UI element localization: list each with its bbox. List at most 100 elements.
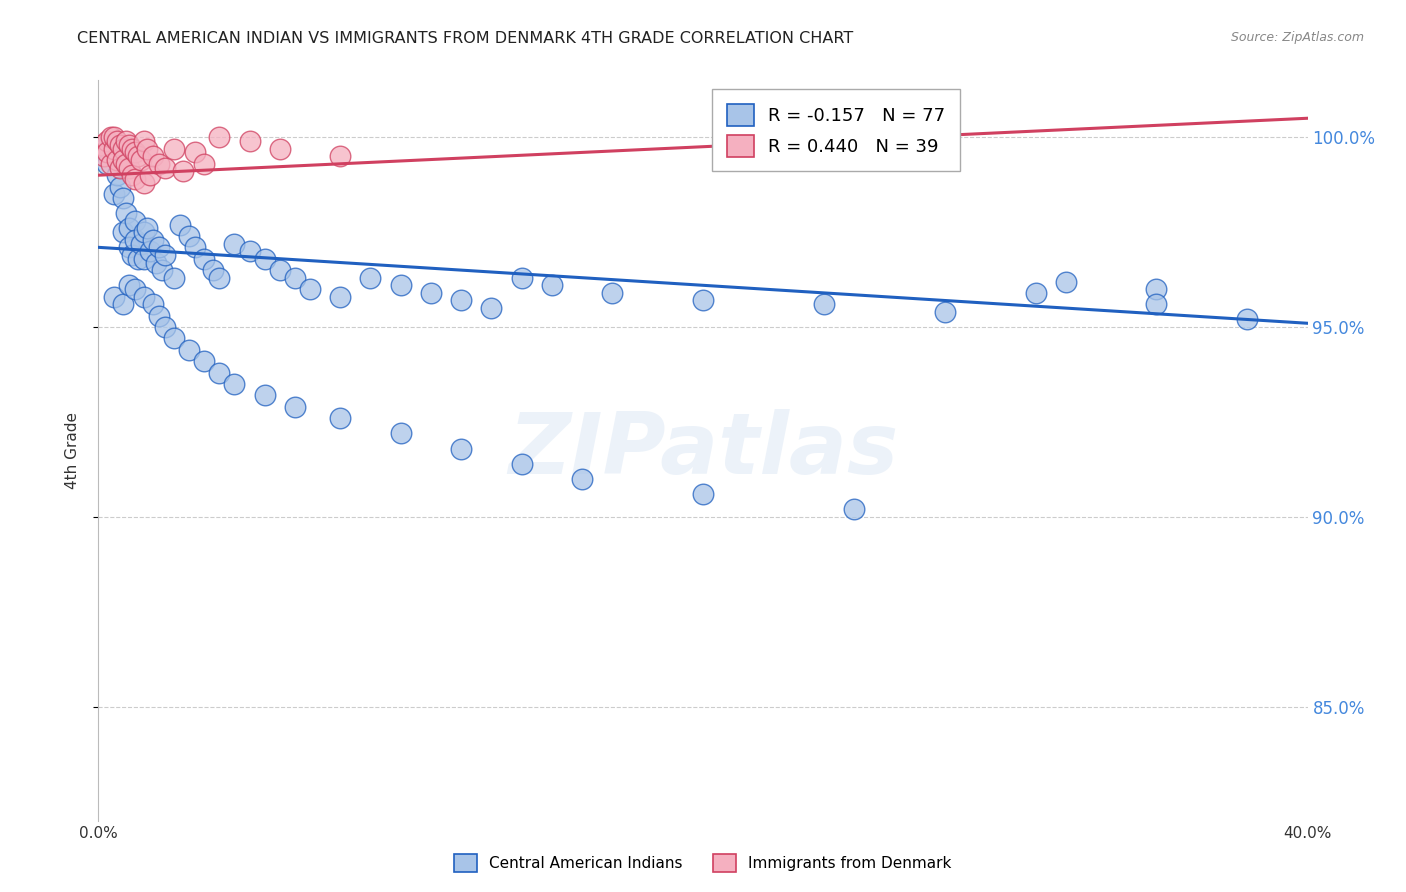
Point [163, 142, 186, 156]
Point [96, 157, 118, 171]
Point [103, 290, 125, 304]
Point [1236, 312, 1258, 326]
Legend: R = -0.157   N = 77, R = 0.440   N = 39: R = -0.157 N = 77, R = 0.440 N = 39 [713, 89, 960, 171]
Point [129, 153, 152, 167]
Point [132, 134, 155, 148]
Point [224, 377, 246, 392]
Point [208, 270, 231, 285]
Point [329, 411, 352, 425]
Point [124, 145, 146, 160]
Point [193, 354, 215, 368]
Point [105, 168, 128, 182]
Point [145, 255, 167, 269]
Point [179, 229, 201, 244]
Point [284, 270, 307, 285]
Point [103, 130, 125, 145]
Point [118, 240, 141, 254]
Point [118, 137, 141, 152]
Point [108, 161, 131, 175]
Point [93, 142, 115, 156]
Point [692, 487, 714, 501]
Point [329, 290, 352, 304]
Point [510, 457, 533, 471]
Point [111, 142, 134, 156]
Text: CENTRAL AMERICAN INDIAN VS IMMIGRANTS FROM DENMARK 4TH GRADE CORRELATION CHART: CENTRAL AMERICAN INDIAN VS IMMIGRANTS FR… [77, 31, 853, 46]
Point [100, 130, 122, 145]
Point [510, 270, 533, 285]
Point [148, 309, 170, 323]
Point [153, 320, 176, 334]
Point [139, 244, 162, 259]
Point [105, 153, 128, 167]
Point [202, 263, 225, 277]
Point [132, 252, 155, 266]
Point [692, 293, 714, 308]
Point [239, 134, 262, 148]
Point [103, 142, 125, 156]
Point [224, 236, 246, 251]
Point [148, 157, 170, 171]
Point [389, 426, 412, 441]
Point [121, 168, 143, 182]
Point [103, 187, 125, 202]
Point [135, 142, 157, 156]
Point [124, 282, 146, 296]
Point [114, 157, 136, 171]
Point [284, 400, 307, 414]
Point [389, 278, 412, 293]
Point [193, 252, 215, 266]
Point [329, 149, 352, 163]
Point [253, 388, 276, 402]
Point [184, 240, 207, 254]
Point [96, 145, 118, 160]
Point [100, 157, 122, 171]
Point [299, 282, 322, 296]
Point [208, 130, 231, 145]
Point [96, 134, 118, 148]
Point [129, 236, 152, 251]
Legend: Central American Indians, Immigrants from Denmark: Central American Indians, Immigrants fro… [447, 846, 959, 880]
Point [239, 244, 262, 259]
Point [208, 366, 231, 380]
Point [179, 343, 201, 357]
Point [90, 137, 112, 152]
Point [172, 164, 194, 178]
Point [111, 225, 134, 239]
Point [114, 134, 136, 148]
Point [108, 137, 131, 152]
Point [1054, 275, 1077, 289]
Point [163, 270, 186, 285]
Point [934, 305, 956, 319]
Point [420, 285, 443, 300]
Point [139, 168, 162, 182]
Point [1024, 285, 1046, 300]
Point [135, 221, 157, 235]
Point [1144, 282, 1167, 296]
Point [450, 442, 472, 456]
Point [114, 206, 136, 220]
Point [481, 301, 503, 315]
Point [269, 142, 291, 156]
Point [142, 233, 165, 247]
Point [169, 218, 191, 232]
Point [118, 278, 141, 293]
Point [844, 502, 866, 516]
Point [602, 285, 624, 300]
Point [118, 161, 141, 175]
Point [540, 278, 562, 293]
Point [132, 176, 155, 190]
Point [163, 331, 186, 345]
Point [1144, 297, 1167, 311]
Point [121, 142, 143, 156]
Point [111, 153, 134, 167]
Point [124, 213, 146, 227]
Point [193, 157, 215, 171]
Point [813, 297, 835, 311]
Y-axis label: 4th Grade: 4th Grade [65, 412, 80, 489]
Point [124, 172, 146, 186]
Point [571, 472, 593, 486]
Point [150, 263, 173, 277]
Point [132, 290, 155, 304]
Point [121, 248, 143, 262]
Text: ZIPatlas: ZIPatlas [508, 409, 898, 492]
